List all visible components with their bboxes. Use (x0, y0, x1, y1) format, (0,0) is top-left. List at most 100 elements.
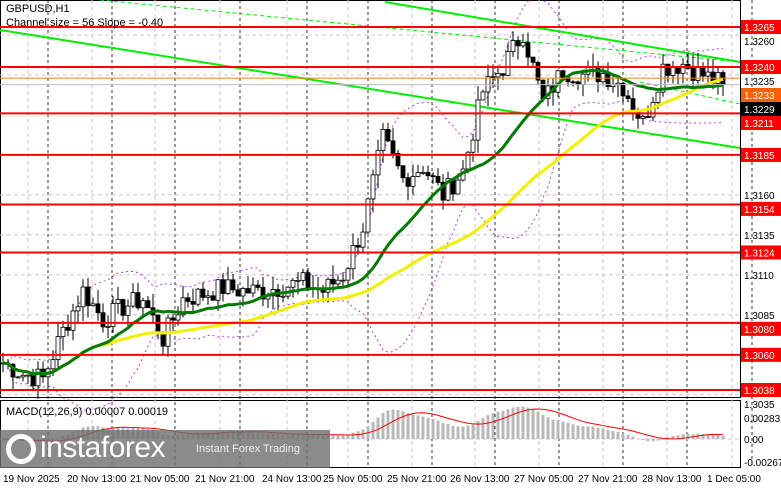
candle-body (25, 374, 31, 377)
candle (530, 56, 536, 66)
instaforex-logo: instaforex Instant Forex Trading (0, 430, 330, 468)
candle-body (215, 279, 221, 301)
candle-body (280, 295, 286, 298)
candle (15, 375, 21, 379)
candle (95, 289, 101, 321)
candle-body (520, 42, 526, 47)
candle-body (580, 73, 586, 85)
candle-body (435, 175, 441, 183)
candle (110, 296, 116, 333)
candle-body (325, 278, 331, 293)
candle (80, 279, 86, 322)
candle-body (600, 73, 606, 83)
macd-axis-label: 0.00283 (744, 414, 781, 425)
candle-body (55, 336, 61, 361)
candle-body (235, 289, 241, 297)
candle (525, 32, 531, 68)
price-level-label: 1.3124 (744, 248, 775, 259)
channel-upper-line (384, 1, 741, 63)
candle-body (410, 176, 416, 187)
candle (20, 372, 26, 382)
symbol-title: GBPUSD,H1 (6, 3, 70, 15)
logo-brand: instaforex (40, 431, 166, 464)
candle (185, 292, 191, 308)
macd-label: MACD(12,26,9) 0.00007 0.00019 (6, 406, 169, 418)
candle (375, 139, 381, 189)
candle (125, 299, 131, 330)
candle-body (255, 284, 261, 288)
candle-body (335, 279, 341, 285)
candle (290, 278, 296, 298)
candle-body (100, 312, 106, 328)
candle (500, 73, 506, 80)
candle (345, 266, 351, 286)
candle-body (540, 79, 546, 99)
candle-body (230, 279, 236, 291)
candle-body (50, 359, 56, 370)
candle-body (105, 326, 111, 328)
x-tick-label: 27 Nov 05:00 (514, 474, 574, 485)
price-level-label: 1.3265 (744, 23, 775, 34)
candle (680, 58, 686, 84)
candle-body (385, 128, 391, 142)
candle (380, 122, 386, 163)
price-level-label-box (741, 321, 781, 336)
candle (140, 297, 146, 316)
price-level-label-box (741, 115, 781, 130)
candle-body (650, 102, 656, 118)
candle (400, 165, 406, 183)
candle (250, 277, 256, 298)
candle (570, 80, 576, 87)
candle-body (20, 374, 26, 378)
candle-body (475, 99, 481, 141)
candle-body (645, 116, 651, 118)
candle-body (445, 178, 451, 201)
candle-body (535, 61, 541, 81)
candle-body (380, 128, 386, 151)
candle (235, 284, 241, 297)
candle (55, 323, 61, 370)
candle-body (625, 95, 631, 99)
candle-body (510, 40, 516, 53)
candle-body (365, 198, 371, 233)
candle-body (480, 91, 486, 101)
candle (245, 276, 251, 294)
candle-body (300, 272, 306, 281)
candle (535, 60, 541, 85)
candle (390, 128, 396, 159)
candle (195, 287, 201, 307)
candle-body (190, 301, 196, 305)
y-tick-label: 1.3110 (744, 271, 774, 282)
x-tick-label: 20 Nov 13:00 (67, 474, 127, 485)
channel-mid-dashed (99, 0, 741, 63)
candle (445, 171, 451, 202)
x-tick-label: 24 Nov 13:00 (262, 474, 322, 485)
candle (190, 288, 196, 313)
candle-body (355, 245, 361, 248)
candle-body (205, 295, 211, 298)
candle (300, 268, 306, 286)
candle-body (370, 174, 376, 200)
ask-label: 1.3233 (744, 91, 775, 102)
candle (230, 274, 236, 294)
x-tick-label: 25 Nov 05:00 (323, 474, 383, 485)
candle-body (110, 303, 116, 327)
x-tick-label: 28 Nov 13:00 (642, 474, 702, 485)
candle (350, 233, 356, 280)
candle (225, 266, 231, 296)
candle (260, 276, 266, 307)
x-tick-label: 1 Dec 05:00 (707, 474, 761, 485)
candle-body (415, 172, 421, 177)
candle-body (70, 310, 76, 331)
candle (360, 223, 366, 253)
candle-body (260, 287, 266, 300)
candle-body (10, 363, 16, 378)
macd-axis-label: 0.00 (744, 435, 764, 446)
channel-info: Channel size = 56 Slope = -0.40 (6, 17, 164, 29)
candle-body (405, 177, 411, 187)
candle (205, 290, 211, 305)
candle-body (425, 172, 431, 177)
fast-moving-average (2, 68, 724, 376)
candle (395, 149, 401, 170)
